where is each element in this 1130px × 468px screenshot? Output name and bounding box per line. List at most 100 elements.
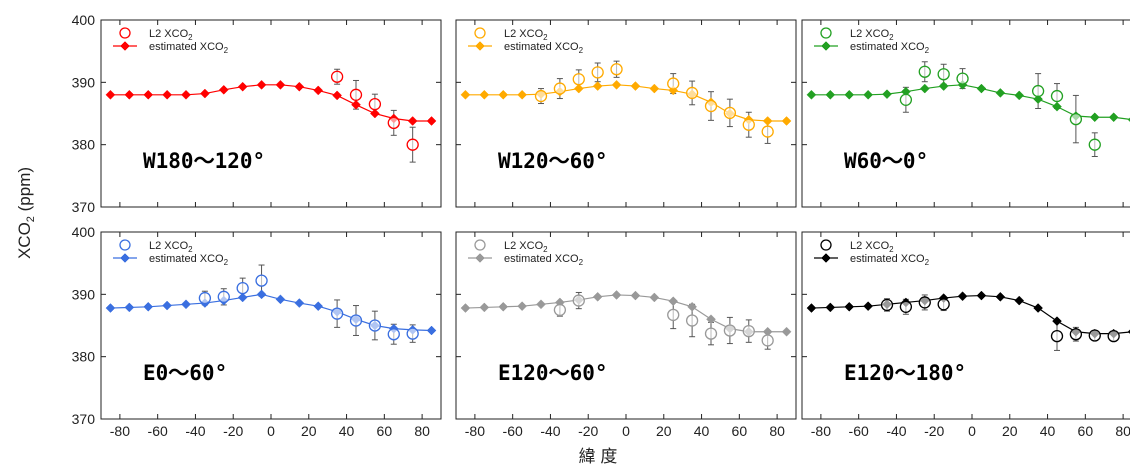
estimated-point [313, 85, 324, 96]
legend-estimated-label-subscript: 2 [579, 46, 584, 55]
estimated-point [256, 289, 267, 300]
y-tick-label: 390 [72, 74, 96, 90]
estimated-point [995, 88, 1006, 98]
l2-point [667, 77, 680, 90]
estimated-point [351, 99, 361, 110]
estimated-point [882, 89, 892, 100]
legend-estimated-label-main: estimated XCO [149, 41, 224, 53]
region-label: E0～60° [143, 361, 227, 385]
legend-estimated-label: estimated XCO2 [149, 253, 229, 267]
l2-point [704, 327, 718, 340]
l2-point [918, 296, 931, 309]
estimated-point [181, 89, 191, 100]
l2-point [1107, 329, 1120, 343]
estimated-point [460, 303, 471, 313]
legend-l2-symbol [820, 239, 832, 251]
estimated-point [517, 301, 527, 312]
panel-frame [100, 231, 442, 420]
l2-point [1088, 138, 1101, 151]
x-tick-label: 40 [694, 423, 710, 439]
estimated-point [806, 89, 817, 100]
estimated-point [124, 302, 135, 313]
legend-l2-label-subscript: 2 [543, 245, 548, 254]
estimated-point [1052, 316, 1062, 326]
x-tick-label: 80 [769, 423, 785, 439]
estimated-point [938, 81, 949, 91]
l2-point [387, 116, 400, 129]
region-label: W60～0° [844, 149, 928, 173]
legend-estimated-symbol [475, 41, 485, 51]
estimated-point [294, 298, 305, 308]
legend-estimated-label-main: estimated XCO [149, 253, 224, 265]
legend-l2-symbol [474, 27, 486, 39]
y-tick-label: 380 [72, 349, 96, 365]
estimated-point [143, 89, 154, 100]
legend-l2-label: L2 XCO2 [850, 28, 894, 42]
x-tick-label: 80 [1115, 423, 1130, 439]
estimated-point [844, 89, 855, 100]
estimated-point [863, 89, 873, 100]
legend-estimated-label: estimated XCO2 [850, 41, 930, 55]
legend-estimated-label-main: estimated XCO [850, 41, 925, 53]
legend-l2-label: L2 XCO2 [149, 28, 193, 42]
l2-point [685, 86, 699, 100]
estimated-point [1014, 90, 1025, 101]
y-axis-label-unit: (ppm) [15, 167, 34, 216]
estimated-point [995, 291, 1006, 302]
l2-point [236, 281, 249, 295]
l2-point [899, 93, 913, 106]
legend-l2-symbol [119, 239, 131, 251]
legend-l2-symbol [474, 239, 486, 251]
estimated-point [706, 314, 716, 325]
y-tick-label: 390 [72, 286, 96, 302]
estimated-point [275, 294, 286, 305]
estimated-point [976, 83, 987, 94]
legend-estimated-label-subscript: 2 [925, 46, 930, 55]
legend-estimated-label-subscript: 2 [925, 258, 930, 267]
x-tick-label: -80 [465, 423, 485, 439]
x-tick-label: -60 [503, 423, 523, 439]
legend-estimated-label-subscript: 2 [224, 258, 229, 267]
l2-point [406, 327, 419, 340]
estimated-point [668, 296, 679, 307]
x-tick-label: 80 [414, 423, 430, 439]
y-tick-label: 400 [72, 12, 96, 28]
l2-point [761, 125, 774, 138]
l2-point [1069, 112, 1083, 126]
estimated-point [517, 89, 527, 100]
legend-estimated-symbol [821, 41, 831, 51]
estimated-point [825, 89, 836, 100]
estimated-point [863, 301, 873, 312]
l2-point [742, 324, 755, 338]
l2-point [742, 118, 755, 131]
y-tick-label: 400 [72, 224, 96, 240]
estimated-point [536, 299, 546, 310]
estimated-point [105, 303, 116, 313]
legend-estimated-symbol [120, 41, 130, 51]
estimated-point [162, 300, 172, 311]
l2-point [761, 334, 774, 347]
l2-point [880, 298, 894, 312]
region-label: E120～180° [844, 361, 966, 385]
legend-estimated-label-subscript: 2 [579, 258, 584, 267]
y-axis-label-main: XCO [15, 222, 34, 259]
legend-l2-label-subscript: 2 [543, 33, 548, 42]
x-tick-label: 20 [1002, 423, 1018, 439]
estimated-point [1108, 112, 1119, 123]
estimated-point [218, 84, 229, 95]
legend-l2-label-main: L2 XCO [850, 240, 890, 252]
l2-point [349, 314, 363, 327]
legend-l2-label-subscript: 2 [889, 33, 894, 42]
estimated-point [181, 299, 191, 310]
l2-point [330, 307, 344, 320]
legend-l2-label: L2 XCO2 [850, 240, 894, 254]
l2-point [217, 290, 230, 303]
l2-point [610, 63, 623, 76]
legend-l2-symbol [820, 27, 832, 39]
estimated-point [976, 290, 987, 301]
